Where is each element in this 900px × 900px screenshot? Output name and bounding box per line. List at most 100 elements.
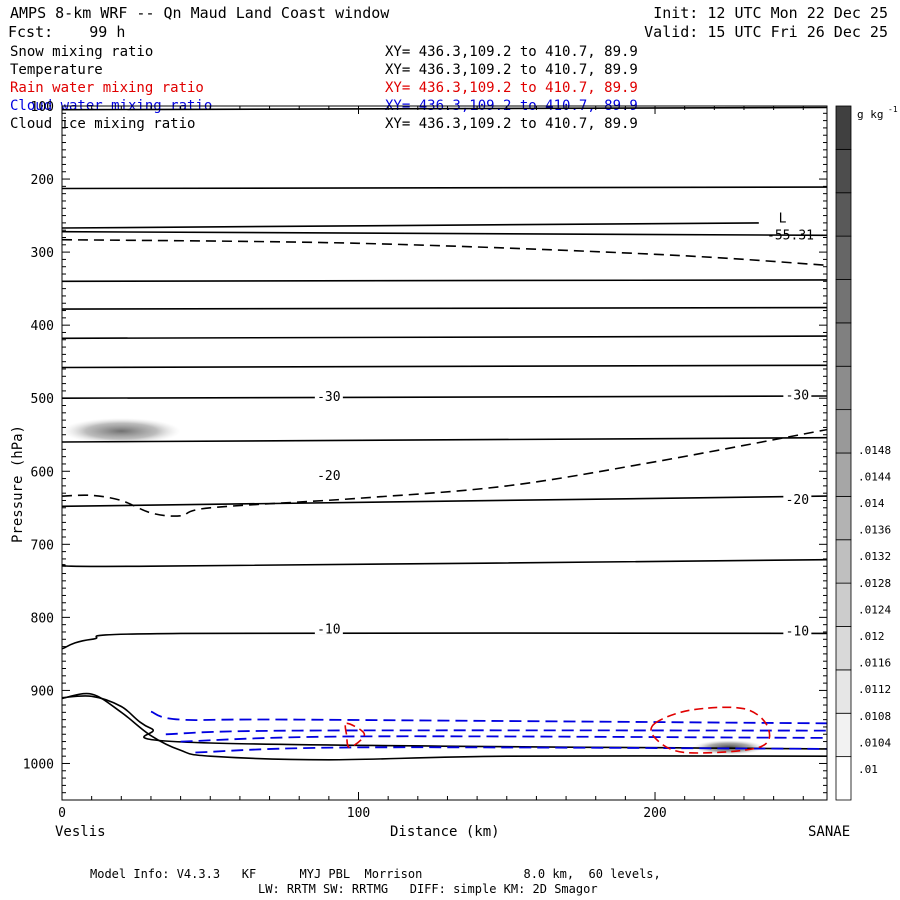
y-tick-label: 700 xyxy=(31,538,54,553)
temperature-isotherm xyxy=(62,495,827,508)
colorbar-tick-label: .0108 xyxy=(858,710,891,723)
temperature-isotherm xyxy=(62,558,827,568)
x-tick-label: 0 xyxy=(58,806,66,821)
rain-water-contour xyxy=(344,722,366,749)
field-xy-range: XY= 436.3,109.2 to 410.7, 89.9 xyxy=(385,116,638,132)
colorbar-cell xyxy=(835,279,852,324)
label-bg xyxy=(783,386,812,401)
cloud-water-contour xyxy=(165,729,827,736)
field-name: Snow mixing ratio xyxy=(10,44,154,60)
temperature-isotherm xyxy=(62,632,827,650)
colorbar-cell xyxy=(835,235,852,280)
label-bg xyxy=(783,491,812,506)
colorbar-cell xyxy=(835,192,852,237)
dashed-isotherm-mid xyxy=(62,428,827,517)
colorbar-cell xyxy=(835,365,852,411)
field-xy-range: XY= 436.3,109.2 to 410.7, 89.9 xyxy=(385,44,638,60)
colorbar-tick-label: .0124 xyxy=(858,603,891,616)
colorbar-tick-label: .0144 xyxy=(858,470,891,483)
colorbar-cell xyxy=(835,409,852,454)
label-bg xyxy=(314,388,343,403)
x-axis-label: Distance (km) xyxy=(390,824,500,840)
y-tick-label: 100 xyxy=(31,100,54,115)
valid-time: Valid: 15 UTC Fri 26 Dec 25 xyxy=(644,23,888,41)
temperature-label: -30 xyxy=(317,390,340,405)
model-info-line1: Model Info: V4.3.3 KF MYJ PBL Morrison 8… xyxy=(90,867,661,881)
temperature-isotherm xyxy=(62,335,827,340)
left-endpoint-label: Veslis xyxy=(55,824,106,840)
dashed-isotherm-upper xyxy=(62,238,827,267)
y-tick-label: 900 xyxy=(31,684,54,699)
temperature-label: -10 xyxy=(786,625,809,640)
colorbar-cell xyxy=(835,582,852,627)
cloud-water-contour xyxy=(150,710,827,725)
colorbar-unit: g kg xyxy=(857,108,884,121)
temperature-isotherm xyxy=(62,395,827,399)
colorbar-tick-label: .0148 xyxy=(858,444,891,457)
temperature-isotherm xyxy=(62,222,759,229)
temperature-isotherm xyxy=(62,186,827,190)
temperature-label: -20 xyxy=(317,469,340,484)
temperature-label: -20 xyxy=(786,493,809,508)
y-tick-label: 500 xyxy=(31,392,54,407)
label-bg xyxy=(314,620,343,635)
field-name: Temperature xyxy=(10,62,103,78)
colorbar-tick-label: .0104 xyxy=(858,736,891,749)
temperature-isotherm xyxy=(62,279,827,283)
x-tick-label: 100 xyxy=(347,806,370,821)
colorbar-cell xyxy=(835,495,852,541)
plot-frame xyxy=(61,105,828,801)
y-tick-label: 400 xyxy=(31,319,54,334)
init-time: Init: 12 UTC Mon 22 Dec 25 xyxy=(653,4,888,22)
colorbar-cell xyxy=(835,626,852,671)
label-bg xyxy=(314,466,343,481)
field-xy-range: XY= 436.3,109.2 to 410.7, 89.9 xyxy=(385,80,638,96)
y-tick-label: 800 xyxy=(31,611,54,626)
x-tick-label: 200 xyxy=(643,806,666,821)
y-tick-label: 1000 xyxy=(23,757,54,772)
label-bg xyxy=(783,622,812,637)
y-tick-label: 600 xyxy=(31,465,54,480)
colorbar-cell xyxy=(835,322,852,367)
colorbar-tick-label: .0128 xyxy=(858,577,891,590)
colorbar-tick-label: .014 xyxy=(858,497,885,510)
colorbar-cell xyxy=(835,712,852,758)
colorbar-cell xyxy=(835,669,852,714)
colorbar-unit-exponent: -1 xyxy=(888,105,898,114)
model-info-line2: LW: RRTM SW: RRTMG DIFF: simple KM: 2D S… xyxy=(258,882,598,896)
temperature-label: -30 xyxy=(786,389,809,404)
temperature-isotherm xyxy=(62,364,827,369)
low-marker: L xyxy=(779,211,787,226)
colorbar-tick-label: .0136 xyxy=(858,524,891,537)
temperature-isotherm xyxy=(62,436,827,443)
field-name: Rain water mixing ratio xyxy=(10,80,204,96)
colorbar-tick-label: .01 xyxy=(858,763,878,776)
temperature-isotherm xyxy=(62,306,827,310)
y-axis-label: Pressure (hPa) xyxy=(10,425,26,544)
field-xy-range: XY= 436.3,109.2 to 410.7, 89.9 xyxy=(385,62,638,78)
temperature-isotherm xyxy=(62,230,827,237)
y-tick-label: 300 xyxy=(31,246,54,261)
colorbar-cell xyxy=(835,148,852,194)
colorbar-cell xyxy=(835,452,852,497)
terrain-line xyxy=(62,692,827,761)
colorbar-cell xyxy=(835,105,852,150)
temperature-label: -10 xyxy=(317,622,340,637)
forecast-hour: Fcst: 99 h xyxy=(8,23,126,41)
chart-title: AMPS 8-km WRF -- Qn Maud Land Coast wind… xyxy=(10,4,390,22)
colorbar-tick-label: .0116 xyxy=(858,657,891,670)
low-marker-value: -55.31 xyxy=(767,228,814,243)
temperature-isotherm xyxy=(62,106,827,111)
colorbar-cell xyxy=(835,539,852,584)
cloud-water-contour xyxy=(180,735,827,743)
rain-water-contour xyxy=(650,706,771,754)
snow-shading-blob xyxy=(62,417,181,445)
y-tick-label: 200 xyxy=(31,173,54,188)
colorbar-tick-label: .0132 xyxy=(858,550,891,563)
right-endpoint-label: SANAE xyxy=(808,824,851,840)
colorbar-cell xyxy=(835,756,852,801)
colorbar-tick-label: .0112 xyxy=(858,683,891,696)
colorbar-tick-label: .012 xyxy=(858,630,885,643)
field-name: Cloud ice mixing ratio xyxy=(10,116,196,132)
